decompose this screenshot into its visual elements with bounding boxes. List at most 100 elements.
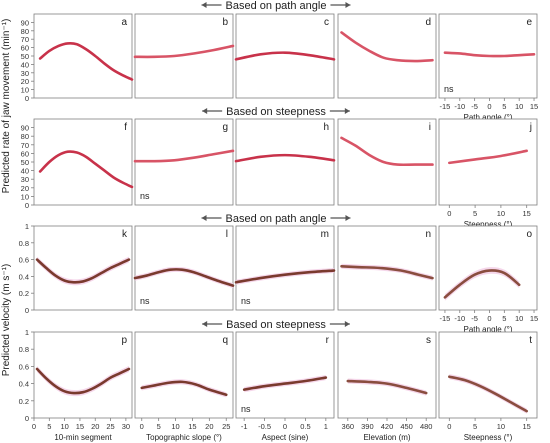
- y-tick-label-row2-3: 0.6: [19, 256, 29, 265]
- panel-e-x-tick-label-1: -10: [454, 102, 465, 111]
- y-tick-label-row0-8: 80: [21, 27, 29, 36]
- row-header-2: Based on path angle: [226, 213, 327, 225]
- y-tick-label-row1-5: 50: [21, 158, 29, 167]
- row-header-2-arrowhead-right: [345, 215, 351, 221]
- panel-a-series-line: [38, 41, 134, 81]
- panel-n-series-line: [340, 265, 434, 280]
- panel-s-letter: s: [426, 335, 431, 346]
- panel-e-x-tick-label-4: 5: [502, 102, 506, 111]
- panel-l-letter: l: [226, 229, 228, 240]
- panel-o-x-tick-label-6: 15: [530, 314, 538, 323]
- panel-r-x-tick-label-2: 0: [283, 422, 287, 431]
- panel-t-x-tick-label-2: 10: [497, 422, 505, 431]
- panel-m: m ns: [234, 225, 336, 311]
- y-tick-label-row2-2: 0.4: [19, 272, 29, 281]
- panel-r-x-axis-title: Aspect (sine): [262, 433, 309, 442]
- panel-e-x-tick-label-5: 10: [515, 102, 523, 111]
- panel-d-letter: d: [425, 17, 431, 28]
- panel-a-letter: a: [121, 17, 127, 28]
- panel-p-x-tick-label-1: 5: [47, 422, 51, 431]
- row-header-2-arrowhead-left: [201, 215, 207, 221]
- panel-r: r ns -1 -0.5 0 0.5 1 Aspect (sine): [235, 331, 335, 442]
- row-header-1-arrowhead-right: [344, 108, 350, 114]
- y-tick-label-row1-6: 60: [21, 149, 29, 158]
- panel-i-letter: i: [429, 122, 431, 133]
- panel-t: t 0 5 10 15 Steepness (°): [438, 331, 538, 442]
- panel-p-series-line: [35, 367, 131, 395]
- row-header-2-label: Based on path angle: [226, 213, 327, 225]
- panel-p-letter: p: [121, 335, 127, 346]
- row-header-3-label: Based on steepness: [226, 319, 326, 331]
- panel-p-x-tick-label-6: 30: [122, 422, 130, 431]
- y-tick-label-row1-7: 70: [21, 141, 29, 150]
- panel-g-letter: g: [222, 122, 228, 133]
- panel-p-x-tick-label-5: 25: [106, 422, 114, 431]
- panel-e-x-tick-label-0: -15: [440, 102, 451, 111]
- panel-h: h: [234, 118, 336, 206]
- panel-q-letter: q: [222, 335, 228, 346]
- panel-r-letter: r: [326, 335, 330, 346]
- panels: 0102030405060708090010203040506070809000…: [19, 13, 538, 442]
- panel-e-x-tick-label-6: 15: [530, 102, 538, 111]
- panel-e-x-axis-title: Path angle (°): [463, 113, 512, 122]
- panel-m-frame: [235, 225, 335, 311]
- row-header-0-arrowhead-left: [201, 2, 207, 8]
- panel-m-letter: m: [321, 229, 329, 240]
- panel-t-x-tick-label-3: 15: [523, 422, 531, 431]
- panel-f-series-line: [38, 150, 134, 189]
- panel-s-x-tick-label-2: 420: [381, 422, 394, 431]
- panel-o-letter: o: [526, 229, 532, 240]
- panel-q-x-tick-label-3: 15: [188, 422, 196, 431]
- panel-q-x-tick-label-4: 20: [205, 422, 213, 431]
- panel-h-letter: h: [323, 122, 329, 133]
- panel-m-series-line: [234, 269, 336, 284]
- y-tick-label-row1-2: 20: [21, 184, 29, 193]
- panel-r-ns-label: ns: [241, 404, 251, 414]
- row-header-0-arrowhead-right: [345, 2, 351, 8]
- panel-l-series-line: [133, 268, 235, 287]
- y-tick-label-row2-1: 0.2: [19, 289, 29, 298]
- y-tick-label-row0-5: 50: [21, 52, 29, 61]
- panel-e-letter: e: [526, 17, 532, 28]
- row-header-3: Based on steepness: [226, 319, 326, 331]
- panel-r-series-line: [242, 376, 328, 391]
- panel-t-letter: t: [529, 335, 532, 346]
- panel-i: i: [337, 118, 437, 206]
- panel-r-x-tick-label-1: -0.5: [258, 422, 271, 431]
- panel-s-x-tick-label-1: 390: [361, 422, 374, 431]
- panel-b-series-line: [133, 44, 235, 59]
- panel-a: a: [33, 13, 134, 99]
- panel-p: p 0 5 10 15 20 25 30 10-min segment: [32, 331, 133, 442]
- panel-o-x-tick-label-1: -10: [454, 314, 465, 323]
- panel-r-x-tick-label-4: 1: [324, 422, 328, 431]
- panel-o-x-axis-title: Path angle (°): [463, 325, 512, 334]
- row-header-0-label: Based on path angle: [226, 0, 327, 12]
- panel-h-frame: [235, 118, 335, 206]
- panel-j-series-line: [448, 149, 528, 165]
- panel-h-series-line: [234, 153, 336, 163]
- panel-t-series-line: [448, 375, 528, 413]
- panel-d-series-line: [340, 31, 434, 63]
- panel-o: o -15 -10 -5 0 5 10 15 Path angle (°): [438, 225, 538, 334]
- panel-l-ns-label: ns: [140, 296, 150, 306]
- panel-s-x-tick-label-4: 480: [420, 422, 433, 431]
- y-tick-label-row0-3: 30: [21, 69, 29, 78]
- panel-r-x-tick-label-3: 0.5: [300, 422, 310, 431]
- panel-o-x-tick-label-0: -15: [440, 314, 451, 323]
- y-tick-label-row3-4: 0.8: [19, 345, 29, 354]
- panel-s-x-axis-title: Elevation (m): [363, 433, 410, 442]
- panel-r-frame: [235, 331, 335, 419]
- panel-m-ns-label: ns: [241, 296, 251, 306]
- panel-s: s 360 390 420 450 480 Elevation (m): [337, 331, 437, 442]
- panel-j-x-tick-label-1: 5: [473, 209, 477, 218]
- panel-o-x-tick-label-2: -5: [471, 314, 478, 323]
- y-tick-label-row3-2: 0.4: [19, 380, 29, 389]
- row-header-3-arrowhead-right: [344, 321, 350, 327]
- panel-t-x-tick-label-1: 5: [473, 422, 477, 431]
- panel-d-frame: [337, 13, 437, 99]
- panel-n: n: [337, 225, 437, 311]
- panel-p-x-axis-title: 10-min segment: [54, 433, 112, 442]
- y-tick-label-row1-3: 30: [21, 175, 29, 184]
